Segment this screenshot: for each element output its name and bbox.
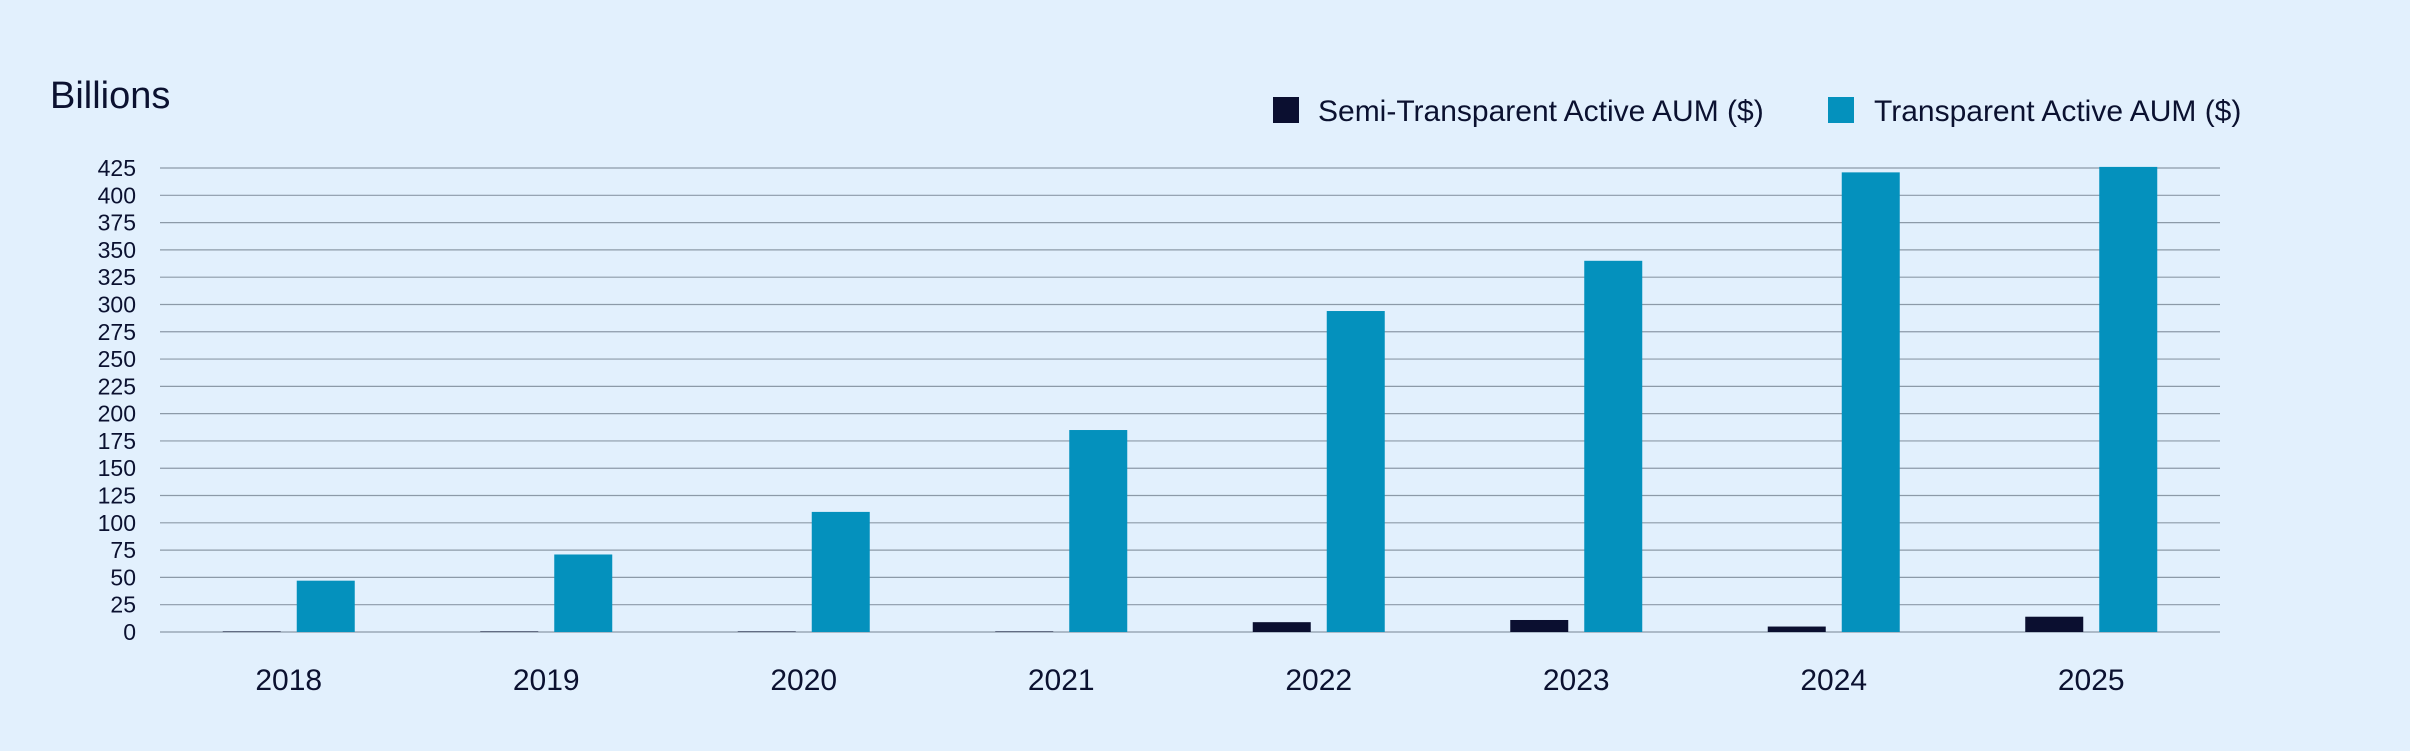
- legend: Semi-Transparent Active AUM ($) Transpar…: [1273, 95, 2241, 128]
- y-tick-label: 200: [98, 401, 136, 427]
- y-tick-label: 50: [110, 564, 136, 590]
- bar-transparent-2024: [1841, 172, 1900, 632]
- y-tick-label: 125: [98, 483, 136, 509]
- y-tick-label: 150: [98, 455, 136, 481]
- bar-transparent-2025: [2099, 166, 2158, 632]
- bar-semi-transparent-2022: [1252, 622, 1311, 632]
- bar-transparent-2023: [1584, 260, 1643, 632]
- x-axis: 2018 2019 2020 2021 2022 2023 2024 2025: [255, 664, 2124, 697]
- gridlines: [160, 167, 2220, 633]
- y-tick-label: 325: [98, 264, 136, 290]
- legend-label-semi-transparent: Semi-Transparent Active AUM ($): [1318, 95, 1764, 128]
- bar-transparent-2019: [554, 554, 613, 632]
- y-tick-label: 225: [98, 373, 136, 399]
- y-tick-label: 350: [98, 237, 136, 263]
- bar-semi-transparent-2024: [1767, 626, 1826, 632]
- bar-transparent-2021: [1069, 430, 1128, 632]
- bar-semi-transparent-2019: [480, 631, 539, 632]
- bar-semi-transparent-2023: [1510, 619, 1569, 632]
- bar-transparent-2022: [1326, 311, 1385, 632]
- y-tick-label: 375: [98, 210, 136, 236]
- bar-semi-transparent-2021: [995, 631, 1054, 632]
- x-category-label: 2024: [1800, 664, 1867, 697]
- y-tick-label: 100: [98, 510, 136, 536]
- x-category-label: 2019: [513, 664, 580, 697]
- y-tick-label: 425: [98, 155, 136, 181]
- legend-label-transparent: Transparent Active AUM ($): [1874, 95, 2241, 128]
- y-tick-label: 25: [110, 592, 136, 618]
- legend-swatch-transparent: [1828, 97, 1854, 123]
- y-tick-label: 400: [98, 182, 136, 208]
- x-category-label: 2022: [1285, 664, 1352, 697]
- bar-transparent-2020: [811, 511, 870, 632]
- x-category-label: 2020: [770, 664, 837, 697]
- bars: [222, 166, 2158, 632]
- legend-swatch-semi-transparent: [1273, 97, 1299, 123]
- x-category-label: 2021: [1028, 664, 1095, 697]
- y-tick-label: 175: [98, 428, 136, 454]
- y-axis-unit-label: Billions: [50, 75, 170, 117]
- y-tick-label: 250: [98, 346, 136, 372]
- bar-semi-transparent-2018: [222, 631, 281, 632]
- x-category-label: 2018: [255, 664, 322, 697]
- y-tick-label: 75: [110, 537, 136, 563]
- x-category-label: 2023: [1543, 664, 1610, 697]
- y-axis: 0255075100125150175200225250275300325350…: [98, 155, 136, 645]
- bar-semi-transparent-2025: [2025, 616, 2084, 632]
- y-tick-label: 275: [98, 319, 136, 345]
- bar-transparent-2018: [296, 580, 355, 632]
- bar-semi-transparent-2020: [737, 631, 796, 632]
- y-tick-label: 0: [123, 619, 136, 645]
- x-category-label: 2025: [2058, 664, 2125, 697]
- y-tick-label: 300: [98, 291, 136, 317]
